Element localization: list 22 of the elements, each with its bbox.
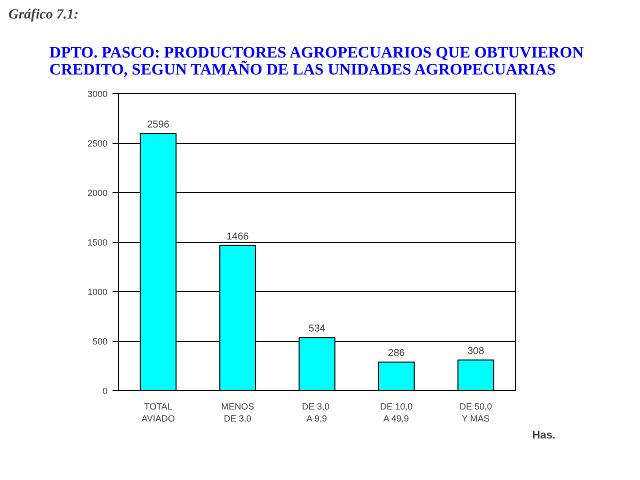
x-tick-label: DE 50,0 Y MAS [460, 402, 492, 424]
y-tick-label: 1000 [87, 287, 108, 297]
y-tick-label: 2000 [87, 188, 108, 198]
y-tick-label: 0 [102, 386, 108, 396]
data-label: 308 [467, 346, 485, 358]
y-tick-label: 500 [92, 336, 108, 346]
x-tick-label: MENOS DE 3,0 [221, 402, 254, 424]
x-tick-label: DE 10,0 A 49,9 [380, 402, 413, 424]
bar [457, 360, 494, 390]
y-tick-label: 3000 [87, 89, 108, 99]
x-tick-label: TOTAL AVIADO [142, 402, 175, 424]
data-label: 1466 [226, 231, 250, 242]
chart-title: DPTO. PASCO: PRODUCTORES AGROPECUARIOS QUE OBTUVIERON CREDITO, SEGUN TAMAÑO DE LAS UNIDADES AGROPECUARIAS [49, 44, 584, 78]
x-tick-label: DE 3,0 A 9,9 [302, 402, 330, 424]
x-axis-title: Has. [532, 430, 556, 442]
text: Gráfico 7.1: [8, 8, 78, 22]
data-label: 286 [388, 348, 406, 360]
y-tick-label: 2500 [87, 138, 108, 148]
bar [378, 362, 415, 390]
data-label: 2596 [147, 119, 170, 130]
data-label: 534 [308, 324, 326, 335]
y-tick-label: 1500 [87, 238, 108, 248]
